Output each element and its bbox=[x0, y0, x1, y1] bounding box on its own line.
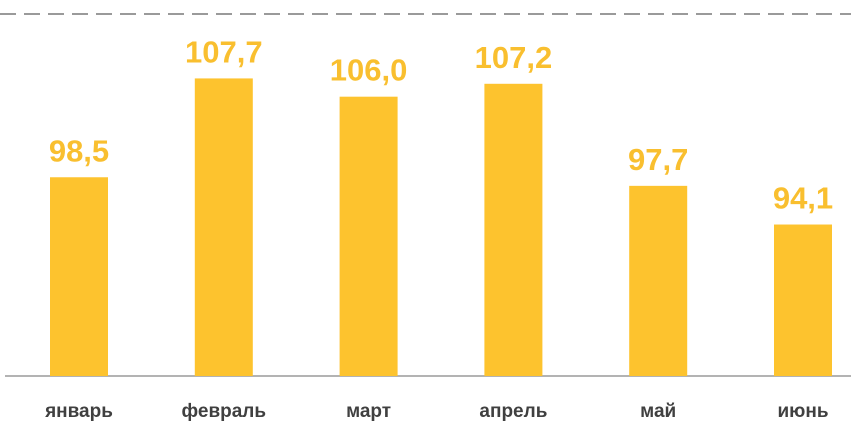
x-tick-label: февраль bbox=[182, 401, 267, 421]
x-tick-label: март bbox=[346, 401, 391, 421]
bar bbox=[339, 96, 398, 376]
x-tick-label: май bbox=[640, 401, 676, 421]
bar bbox=[774, 224, 832, 376]
bar bbox=[629, 185, 688, 376]
bar bbox=[50, 177, 108, 376]
bar bbox=[484, 83, 543, 377]
value-label: 94,1 bbox=[773, 181, 833, 216]
value-label: 107,7 bbox=[185, 34, 263, 69]
x-tick-label: январь bbox=[44, 401, 113, 421]
x-tick-label: апрель bbox=[479, 401, 547, 421]
x-tick-label: июнь bbox=[777, 401, 828, 421]
bar bbox=[194, 78, 253, 377]
value-label: 98,5 bbox=[49, 133, 109, 168]
value-label: 107,2 bbox=[475, 40, 553, 75]
value-label: 106,0 bbox=[330, 53, 408, 88]
value-label: 97,7 bbox=[628, 142, 688, 177]
